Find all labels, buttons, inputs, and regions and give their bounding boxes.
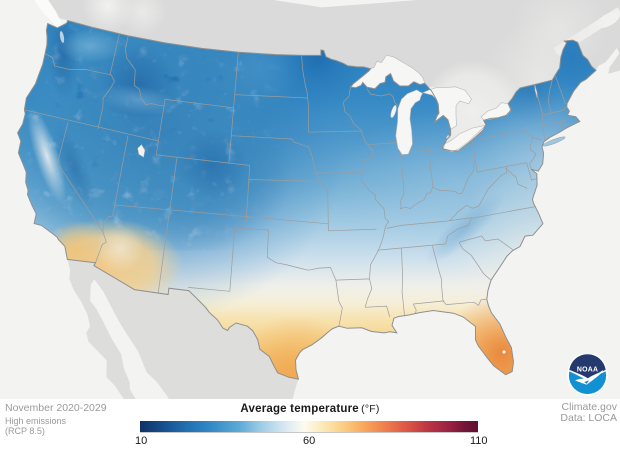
svg-text:NOAA: NOAA [577, 367, 599, 374]
